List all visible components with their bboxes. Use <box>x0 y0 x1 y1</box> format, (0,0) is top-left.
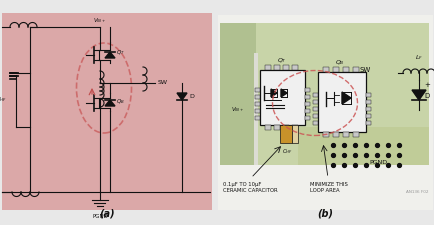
Bar <box>304 109 309 113</box>
Bar <box>220 23 256 165</box>
Text: $Q_T$: $Q_T$ <box>116 49 125 57</box>
Text: $V_{IN+}$: $V_{IN+}$ <box>93 16 106 25</box>
Bar <box>312 107 317 111</box>
Text: 0.1µF TO 10µF
CERAMIC CAPACITOR: 0.1µF TO 10µF CERAMIC CAPACITOR <box>223 182 277 193</box>
Bar <box>304 102 309 106</box>
Bar <box>304 95 309 99</box>
Bar <box>352 132 358 137</box>
Bar <box>297 127 428 165</box>
Bar <box>322 67 328 72</box>
Bar <box>283 65 288 70</box>
Polygon shape <box>177 93 187 100</box>
Text: $V_{IN+}$: $V_{IN+}$ <box>231 106 244 115</box>
Bar <box>365 114 370 118</box>
Bar <box>312 93 317 97</box>
Text: $Q_B$: $Q_B$ <box>116 98 125 106</box>
Text: PGND: PGND <box>368 160 386 166</box>
Bar <box>342 132 348 137</box>
Bar <box>312 100 317 104</box>
Bar <box>365 93 370 97</box>
Bar <box>2 13 211 210</box>
Polygon shape <box>411 90 425 100</box>
Text: SW: SW <box>358 67 370 73</box>
Bar <box>291 125 297 143</box>
Text: +: + <box>423 82 429 88</box>
Bar <box>365 107 370 111</box>
Bar <box>279 125 291 143</box>
Text: AN136 F02: AN136 F02 <box>405 190 428 194</box>
Bar <box>273 125 279 130</box>
Bar <box>352 67 358 72</box>
Bar <box>304 88 309 92</box>
Polygon shape <box>280 89 286 97</box>
Text: $C_{HF}$: $C_{HF}$ <box>281 147 292 156</box>
Bar <box>312 121 317 125</box>
Bar <box>254 116 260 120</box>
Bar <box>291 125 297 130</box>
Text: D: D <box>423 93 428 99</box>
Bar <box>317 72 365 132</box>
Text: (a): (a) <box>99 208 115 218</box>
Bar <box>264 65 270 70</box>
Bar <box>254 95 260 99</box>
Bar <box>254 102 260 106</box>
Bar <box>304 116 309 120</box>
Bar <box>256 23 428 165</box>
Bar <box>273 65 279 70</box>
Text: (b): (b) <box>316 208 332 218</box>
Bar <box>253 53 257 165</box>
Text: $Q_T$: $Q_T$ <box>276 56 286 65</box>
Text: $C_{HF}$: $C_{HF}$ <box>0 96 7 104</box>
Polygon shape <box>341 92 350 104</box>
Bar <box>254 88 260 92</box>
Polygon shape <box>105 100 115 106</box>
Text: SW: SW <box>158 81 168 86</box>
Bar <box>332 132 338 137</box>
Text: $Q_B$: $Q_B$ <box>335 58 344 67</box>
Bar <box>283 125 288 130</box>
Polygon shape <box>270 89 276 97</box>
Bar <box>312 114 317 118</box>
Bar <box>254 109 260 113</box>
Bar <box>291 65 297 70</box>
Text: PGND: PGND <box>92 214 108 219</box>
Bar <box>342 67 348 72</box>
Bar <box>264 125 270 130</box>
Bar <box>260 70 304 125</box>
Bar <box>217 15 432 210</box>
Polygon shape <box>105 52 115 58</box>
Text: D: D <box>188 94 194 99</box>
Bar <box>365 121 370 125</box>
Bar <box>332 67 338 72</box>
Text: MINIMIZE THIS
LOOP AREA: MINIMIZE THIS LOOP AREA <box>309 182 347 193</box>
Text: $L_F$: $L_F$ <box>414 53 422 62</box>
Bar <box>365 100 370 104</box>
Bar <box>322 132 328 137</box>
